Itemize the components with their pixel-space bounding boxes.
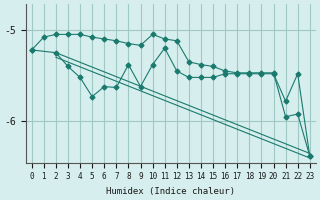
X-axis label: Humidex (Indice chaleur): Humidex (Indice chaleur) bbox=[106, 187, 235, 196]
